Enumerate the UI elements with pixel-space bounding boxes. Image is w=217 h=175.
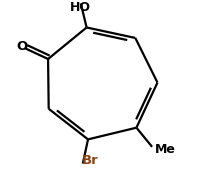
Text: Me: Me	[155, 143, 176, 156]
Text: Br: Br	[82, 154, 99, 167]
Text: O: O	[16, 40, 28, 53]
Text: HO: HO	[69, 1, 90, 14]
